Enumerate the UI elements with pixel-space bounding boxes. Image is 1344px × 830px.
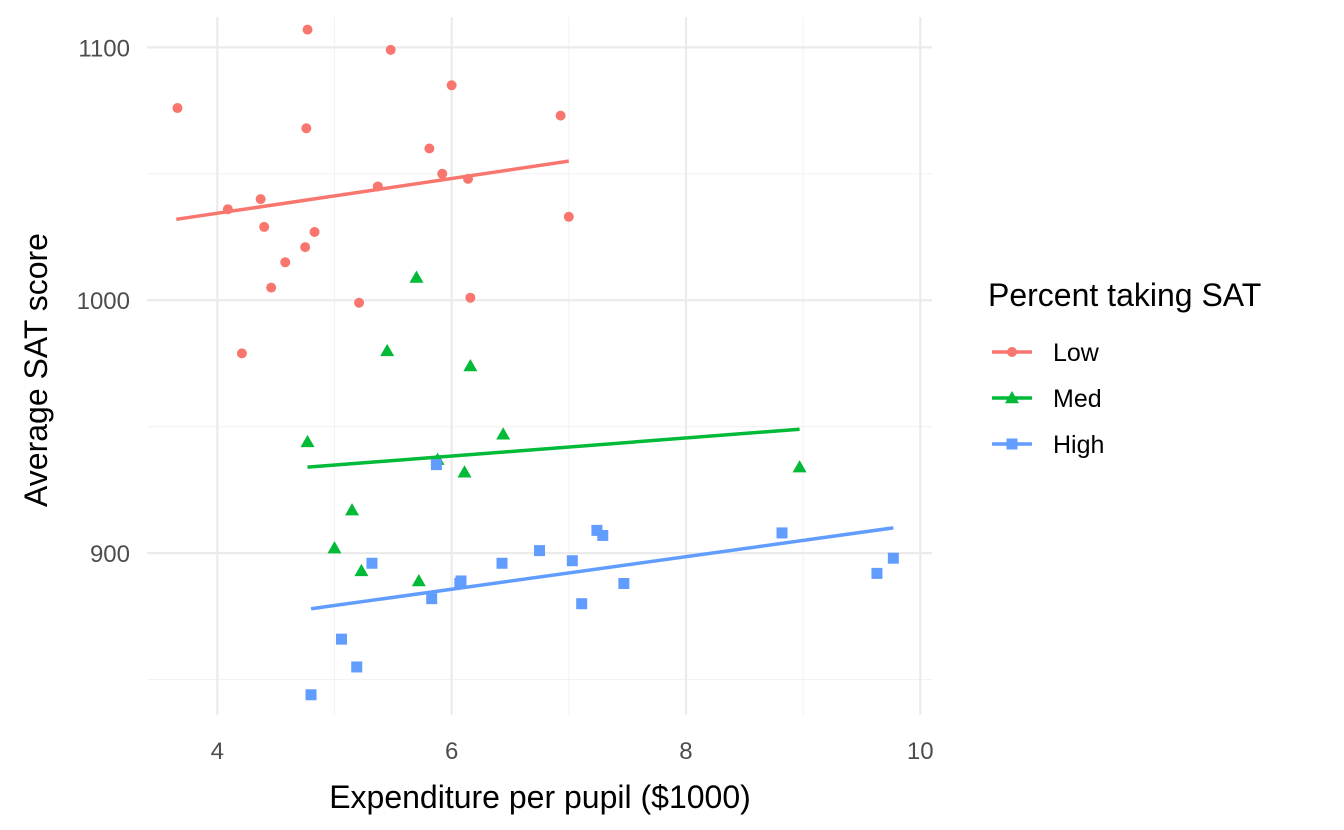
point-high (335, 633, 347, 645)
point-high (566, 555, 578, 567)
point-med (457, 465, 472, 478)
point-low (259, 221, 270, 232)
x-tick-label: 10 (907, 738, 934, 765)
point-low (437, 168, 448, 179)
point-high (618, 577, 630, 589)
data-points (172, 24, 899, 701)
point-high (871, 567, 883, 579)
point-high (496, 557, 508, 569)
point-low (266, 282, 277, 293)
point-low (563, 211, 574, 222)
point-low (463, 173, 474, 184)
legend-key-marker-high (1006, 438, 1018, 450)
legend-label-low: Low (1053, 339, 1100, 367)
legend-items: Low Med High (992, 339, 1104, 459)
legend-item-low: Low (992, 339, 1100, 367)
point-low (255, 194, 266, 205)
point-high (351, 661, 363, 673)
legend: Percent taking SAT Low Med High (988, 277, 1261, 459)
point-low (309, 226, 320, 237)
point-high (597, 529, 609, 541)
point-low (172, 103, 183, 114)
y-tick-label: 900 (90, 541, 130, 568)
legend-label-high: High (1053, 431, 1104, 459)
legend-title: Percent taking SAT (988, 277, 1261, 313)
point-high (366, 557, 378, 569)
legend-item-high: High (992, 431, 1104, 459)
fit-line-high (310, 526, 894, 611)
point-low (385, 44, 396, 55)
point-med (792, 460, 807, 473)
point-med (345, 503, 360, 516)
y-tick-label: 1100 (78, 35, 130, 62)
point-high (455, 575, 467, 587)
point-med (409, 270, 424, 283)
grid-layer (147, 17, 932, 715)
y-axis-title: Average SAT score (18, 233, 54, 507)
point-low (354, 297, 365, 308)
point-low (446, 80, 457, 91)
point-high (591, 524, 603, 536)
fit-line-med (307, 427, 800, 469)
point-low (302, 24, 313, 35)
point-med (300, 434, 315, 448)
point-med (411, 573, 426, 587)
point-med (354, 563, 369, 577)
point-med (327, 541, 342, 554)
point-high (887, 552, 899, 564)
point-low (280, 257, 291, 268)
point-low (222, 204, 233, 215)
point-low (465, 292, 476, 303)
legend-key-marker-low (1007, 347, 1017, 357)
y-tick-label: 1000 (77, 288, 130, 315)
fit-lines (176, 159, 894, 611)
point-high (305, 689, 317, 701)
legend-key-marker-med (1005, 391, 1019, 404)
point-med (463, 359, 478, 372)
point-low (300, 242, 311, 253)
point-high (426, 593, 438, 605)
x-tick-label: 4 (211, 738, 224, 765)
point-high (430, 459, 442, 471)
x-tick-label: 6 (445, 738, 458, 765)
point-low (424, 143, 435, 154)
legend-label-med: Med (1053, 385, 1102, 413)
point-low (372, 181, 383, 192)
point-high (534, 545, 545, 557)
point-low (236, 348, 247, 359)
legend-item-med: Med (992, 385, 1102, 413)
point-high (576, 598, 588, 610)
point-med (496, 427, 511, 440)
fit-line-low (176, 159, 570, 222)
x-axis-title: Expenditure per pupil ($1000) (329, 779, 751, 815)
x-tick-label: 8 (679, 738, 692, 765)
point-low (555, 110, 566, 121)
point-low (301, 123, 312, 134)
tick-labels: 4 6 8 10 900 1000 1100 (77, 35, 934, 765)
point-high (776, 527, 788, 539)
point-med (380, 343, 395, 357)
